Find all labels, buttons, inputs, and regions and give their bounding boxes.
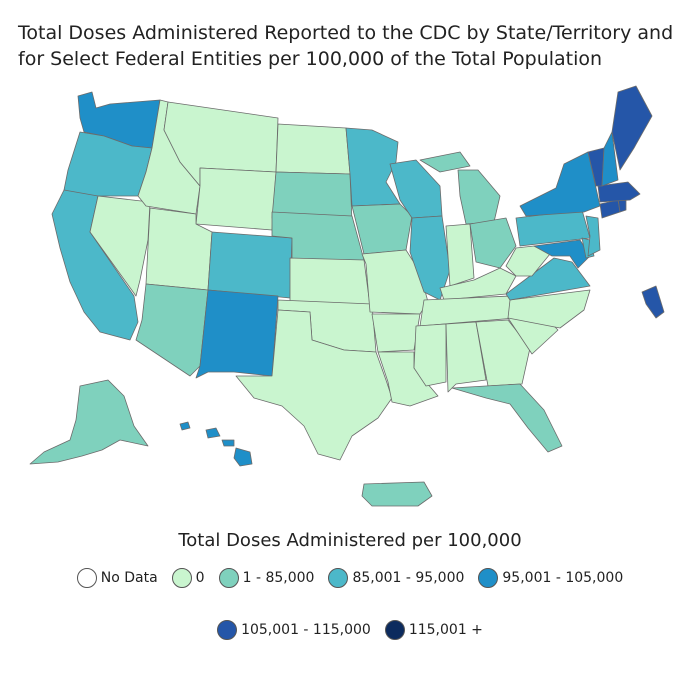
- state-oh[interactable]: [469, 217, 517, 269]
- legend-swatch-85001-95000: [328, 568, 349, 588]
- state-nj[interactable]: [585, 215, 601, 257]
- legend-swatch-1-85000: [218, 568, 239, 588]
- state-ia[interactable]: [351, 203, 413, 255]
- state-nc[interactable]: [507, 289, 591, 329]
- legend-title: Total Doses Administered per 100,000: [178, 530, 522, 551]
- legend-label-115001-plus: 115,001 +: [408, 622, 483, 638]
- state-fl[interactable]: [451, 383, 563, 453]
- state-mn[interactable]: [345, 127, 401, 207]
- state-nd[interactable]: [275, 123, 351, 175]
- state-ar[interactable]: [371, 313, 421, 353]
- chart-title: Total Doses Administered Reported to the…: [18, 20, 688, 72]
- state-al[interactable]: [445, 321, 487, 393]
- state-ct[interactable]: [599, 199, 621, 219]
- legend-label-105001-115000: 105,001 - 115,000: [241, 622, 371, 638]
- state-ga[interactable]: [475, 319, 531, 387]
- legend-label-no-data: No Data: [100, 570, 158, 586]
- legend-row-1: No Data 0 1 - 85,000 85,001 - 95,000 95,…: [0, 568, 700, 588]
- legend-swatch-115001-plus: [384, 620, 405, 640]
- state-co[interactable]: [207, 231, 293, 299]
- legend-swatch-95001-105000: [478, 568, 499, 588]
- state-in[interactable]: [445, 223, 475, 287]
- legend-label-85001-95000: 85,001 - 95,000: [352, 570, 465, 586]
- state-nm[interactable]: [195, 289, 279, 379]
- title-line-1: Total Doses Administered Reported to the…: [18, 22, 674, 44]
- legend-item-95001-105000[interactable]: 95,001 - 105,000: [478, 568, 623, 588]
- legend-swatch-no-data: [76, 568, 97, 588]
- state-wy[interactable]: [195, 167, 277, 231]
- legend-item-85001-95000[interactable]: 85,001 - 95,000: [328, 568, 464, 588]
- state-nh[interactable]: [601, 131, 619, 187]
- state-ny[interactable]: [519, 151, 601, 217]
- state-tx[interactable]: [235, 309, 393, 461]
- legend-row-2: 105,001 - 115,000 115,001 +: [0, 620, 700, 640]
- legend-swatch-zero: [171, 568, 192, 588]
- territory-vi[interactable]: [641, 285, 665, 319]
- state-az[interactable]: [135, 283, 209, 377]
- legend-label-95001-105000: 95,001 - 105,000: [502, 570, 624, 586]
- legend-item-1-85000[interactable]: 1 - 85,000: [218, 568, 315, 588]
- state-me[interactable]: [611, 85, 653, 171]
- legend-item-105001-115000[interactable]: 105,001 - 115,000: [217, 620, 371, 640]
- title-line-2: for Select Federal Entities per 100,000 …: [18, 48, 603, 70]
- state-md[interactable]: [533, 239, 591, 269]
- territory-pr[interactable]: [361, 481, 433, 507]
- state-la[interactable]: [377, 351, 439, 407]
- legend-label-zero: 0: [195, 570, 205, 586]
- legend-item-zero[interactable]: 0: [171, 568, 205, 588]
- state-ak[interactable]: [29, 379, 149, 465]
- legend-item-115001-plus[interactable]: 115,001 +: [384, 620, 483, 640]
- state-ms[interactable]: [413, 323, 447, 387]
- state-ma[interactable]: [597, 181, 641, 203]
- legend-item-no-data[interactable]: No Data: [76, 568, 158, 588]
- state-ks[interactable]: [289, 257, 371, 307]
- state-hi[interactable]: [179, 421, 253, 467]
- legend-swatch-105001-115000: [217, 620, 238, 640]
- legend-label-1-85000: 1 - 85,000: [242, 570, 315, 586]
